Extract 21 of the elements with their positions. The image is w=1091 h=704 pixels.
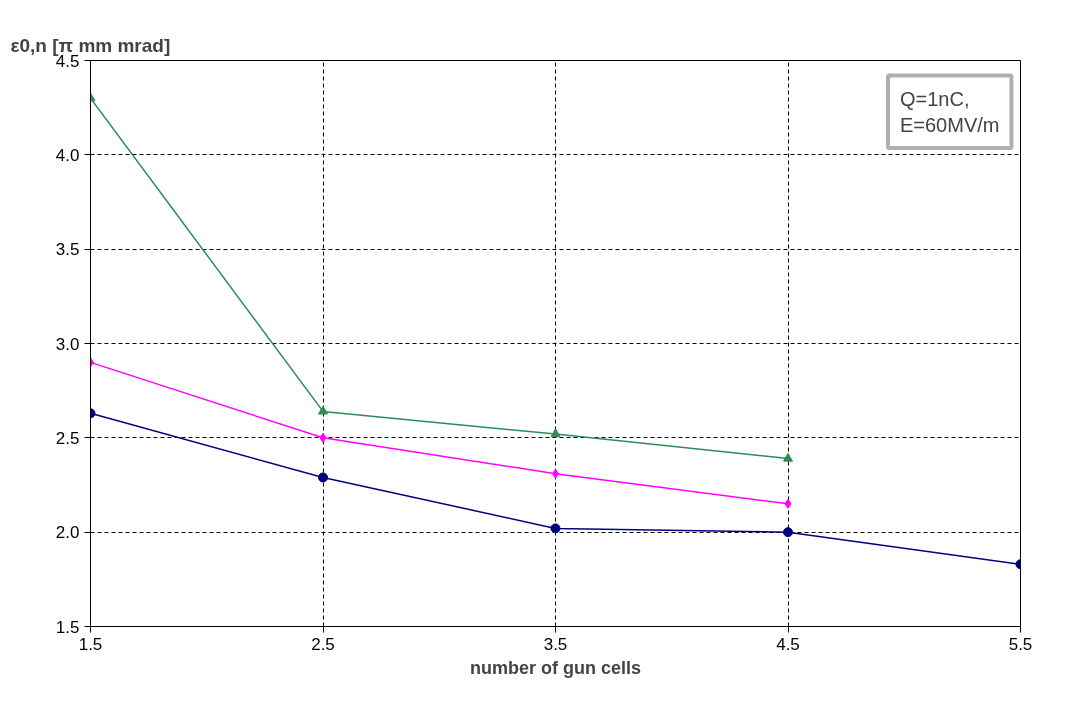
y-tick-label: 2.5 (55, 428, 80, 448)
x-axis-title: number of gun cells (469, 657, 642, 678)
x-tick-label: 5.5 (1008, 634, 1033, 654)
point (783, 527, 793, 538)
y-tick-label: 3.0 (55, 334, 80, 354)
point (318, 472, 328, 483)
x-tick-label: 4.5 (776, 634, 800, 654)
point (550, 428, 561, 438)
x-tick-label: 3.5 (543, 634, 568, 654)
y-tick-label: 3.5 (55, 240, 80, 260)
y-tick-label: 2.0 (55, 523, 80, 543)
point (783, 452, 793, 462)
annotation: Q=1nC, E=60MV/m (899, 87, 1000, 136)
y-tick-label: 1.5 (55, 617, 80, 637)
y-tick-label: 4.0 (55, 145, 80, 165)
x-tick-label: 1.5 (78, 634, 103, 654)
point (550, 523, 561, 534)
point (784, 498, 792, 509)
point (318, 405, 328, 415)
point (319, 432, 327, 443)
x-tick-label: 2.5 (311, 634, 335, 654)
